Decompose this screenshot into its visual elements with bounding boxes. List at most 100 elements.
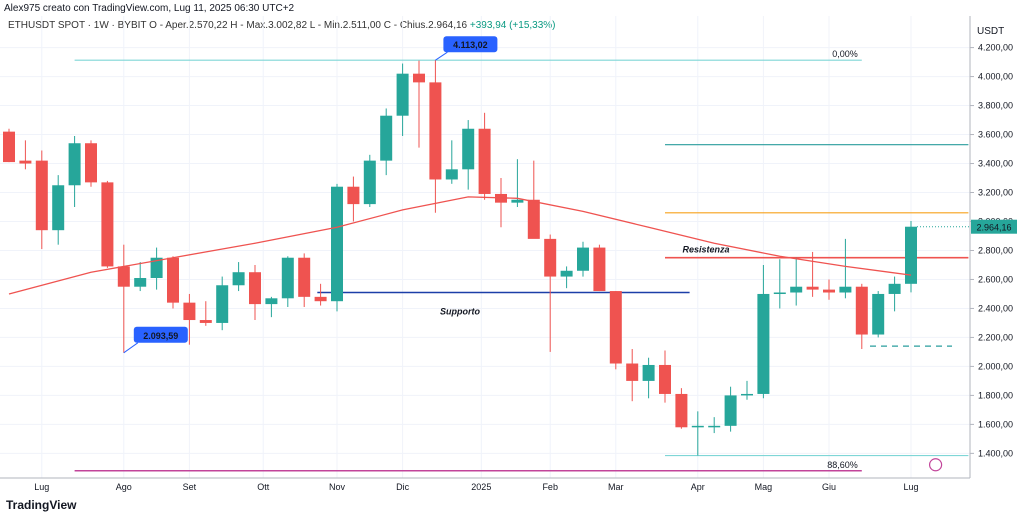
candle-body[interactable] [216, 285, 229, 323]
y-tick-label: 1.800,00 [978, 390, 1013, 400]
candle-body[interactable] [626, 363, 639, 381]
candle-body[interactable] [445, 169, 458, 180]
candle-body[interactable] [708, 425, 721, 428]
resistance-label: Resistenza [682, 245, 729, 255]
symbol-label[interactable]: ETHUSDT SPOT · 1W · BYBIT [8, 20, 147, 31]
candle-body[interactable] [19, 160, 32, 164]
candle-body[interactable] [823, 289, 835, 293]
candle-body[interactable] [380, 115, 393, 161]
candle-body[interactable] [347, 186, 360, 205]
candle-body[interactable] [806, 286, 819, 290]
candle-body[interactable] [35, 160, 48, 231]
x-tick-label: Mar [608, 482, 624, 492]
candle-body[interactable] [675, 393, 688, 428]
candle-body[interactable] [757, 293, 770, 394]
candle-body[interactable] [429, 82, 442, 180]
alert-icon[interactable] [928, 458, 943, 472]
candle-body[interactable] [183, 302, 196, 321]
candle-body[interactable] [298, 257, 311, 297]
x-tick-label: Ott [257, 482, 270, 492]
candle-body[interactable] [527, 199, 540, 239]
support-label: Supporto [440, 307, 480, 317]
candle-body[interactable] [609, 291, 622, 364]
candle-body[interactable] [134, 278, 147, 287]
candle-body[interactable] [593, 247, 606, 292]
candle-body[interactable] [691, 425, 704, 428]
candle-body[interactable] [642, 364, 655, 381]
candle-body[interactable] [888, 283, 901, 294]
candle-body[interactable] [199, 320, 212, 323]
candle-body[interactable] [478, 128, 491, 194]
brand-text: TradingView [6, 498, 77, 512]
current-price-label: 2.964,16 [976, 223, 1011, 233]
candle-body[interactable] [511, 199, 524, 203]
candle-body[interactable] [724, 395, 737, 426]
candle-body[interactable] [68, 143, 81, 186]
tradingview-logo[interactable]: TradingView [6, 498, 76, 512]
candle-body[interactable] [839, 286, 852, 293]
x-tick-label: Mag [755, 482, 773, 492]
candle-body[interactable] [396, 73, 409, 116]
y-tick-label: 3.400,00 [978, 159, 1013, 169]
candle-body[interactable] [872, 293, 885, 335]
candle-body[interactable] [413, 73, 425, 83]
candle-body[interactable] [101, 182, 114, 267]
x-tick-label: Lug [34, 482, 49, 492]
level-percent-label: 0,00% [832, 49, 858, 59]
candle-body[interactable] [905, 226, 917, 284]
change-value: +393,94 (+15,33%) [469, 20, 556, 31]
candle-body[interactable] [167, 257, 179, 303]
price-marker[interactable] [133, 326, 188, 343]
candle-body[interactable] [249, 272, 261, 305]
marker-leader [123, 342, 139, 354]
price-marker[interactable] [443, 36, 498, 53]
y-tick-label: 3.200,00 [978, 188, 1013, 198]
y-tick-label: 3.600,00 [978, 130, 1013, 140]
symbol-info: ETHUSDT SPOT · 1W · BYBIT O - Aper.2.570… [8, 20, 556, 31]
candle-body[interactable] [560, 270, 573, 277]
price-marker-label: 2.093,59 [143, 331, 178, 341]
candle-body[interactable] [363, 160, 376, 205]
candle-body[interactable] [232, 272, 245, 286]
candle-body[interactable] [265, 298, 278, 305]
x-tick-label: Giu [822, 482, 836, 492]
marker-leader [435, 51, 448, 61]
candle-body[interactable] [85, 143, 97, 183]
candle-body[interactable] [331, 186, 343, 302]
candle-body[interactable] [773, 292, 786, 295]
candle-body[interactable] [150, 257, 163, 279]
x-tick-label: Ago [116, 482, 132, 492]
x-tick-label: Nov [329, 482, 346, 492]
current-price-tag[interactable] [971, 219, 1017, 234]
candle-body[interactable] [577, 247, 589, 271]
x-tick-label: Dic [396, 482, 409, 492]
ohlc-values: O - Aper.2.570,22 H - Max.3.002,82 L - M… [149, 20, 468, 31]
y-tick-label: 2.200,00 [978, 332, 1013, 342]
candle-body[interactable] [314, 296, 327, 302]
candle-body[interactable] [117, 266, 130, 287]
candle-body[interactable] [52, 185, 65, 231]
y-tick-label: 2.000,00 [978, 361, 1013, 371]
y-tick-label: 4.000,00 [978, 72, 1013, 82]
y-tick-label: 3.800,00 [978, 101, 1013, 111]
y-tick-label: 2.600,00 [978, 274, 1013, 284]
y-tick-label: 4.200,00 [978, 43, 1013, 53]
price-unit: USDT [977, 26, 1005, 37]
candle-body[interactable] [544, 238, 557, 277]
x-tick-label: Set [183, 482, 197, 492]
candle-body[interactable] [855, 286, 868, 335]
y-tick-label: 2.800,00 [978, 245, 1013, 255]
candle-body[interactable] [281, 257, 294, 299]
candle-body[interactable] [3, 131, 15, 163]
x-tick-label: Lug [903, 482, 918, 492]
x-tick-label: 2025 [471, 482, 491, 492]
x-tick-label: Feb [542, 482, 558, 492]
candle-body[interactable] [741, 393, 753, 396]
candle-body[interactable] [790, 286, 803, 293]
level-percent-label: 88,60% [827, 460, 858, 470]
candle-body[interactable] [462, 128, 475, 170]
candle-body[interactable] [659, 364, 671, 394]
y-tick-label: 1.400,00 [978, 448, 1013, 458]
author-line: Alex975 creato con TradingView.com, Lug … [4, 3, 295, 14]
